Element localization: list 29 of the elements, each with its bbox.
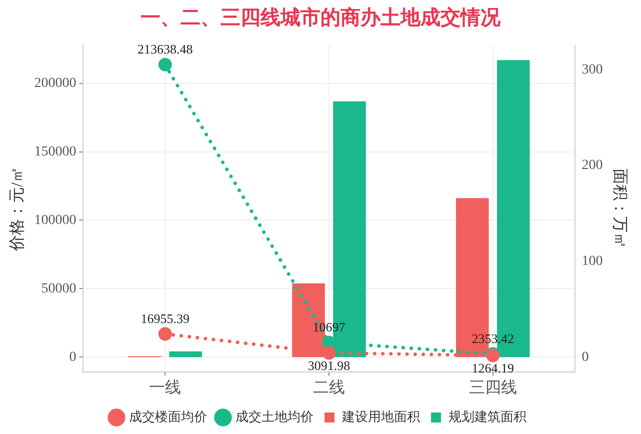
data-label: 2353.42 — [472, 330, 514, 346]
legend-label: 建设用地面积 — [341, 410, 420, 425]
y-tick-label: 200000 — [34, 76, 76, 91]
data-label: 213638.48 — [138, 42, 193, 57]
y2-tick-label: 300 — [582, 62, 603, 78]
y-tick-label: 100000 — [34, 212, 76, 228]
data-label: 10697 — [312, 319, 346, 334]
data-label: 16955.39 — [140, 310, 190, 326]
y-tick-label: 0 — [69, 350, 76, 365]
y2-tick-label: 0 — [582, 350, 589, 365]
data-label: 1264.19 — [472, 360, 514, 376]
legend-label: 成交楼面均价 — [129, 408, 207, 425]
legend-label: 规划建筑面积 — [448, 410, 526, 425]
x-tick-label: 一线 — [149, 378, 182, 397]
chart-title: 一、二、三四线城市的商办土地成交情况 — [140, 4, 502, 31]
y-tick-label: 50000 — [41, 281, 76, 296]
x-tick-label: 三四线 — [468, 378, 517, 397]
y2-axis-title: 面积：万㎡ — [611, 168, 628, 249]
point — [158, 327, 172, 341]
data-label: 3091.98 — [308, 358, 350, 373]
y-tick-label: 150000 — [34, 144, 76, 160]
bar — [169, 351, 202, 358]
point — [158, 58, 172, 72]
y2-tick-label: 100 — [582, 254, 603, 270]
x-tick-label: 二线 — [313, 378, 345, 397]
point — [322, 346, 336, 360]
legend-label: 成交土地均价 — [236, 408, 314, 425]
y2-tick-label: 200 — [582, 158, 603, 174]
y-axis-title: 价格：元/㎡ — [8, 166, 26, 252]
